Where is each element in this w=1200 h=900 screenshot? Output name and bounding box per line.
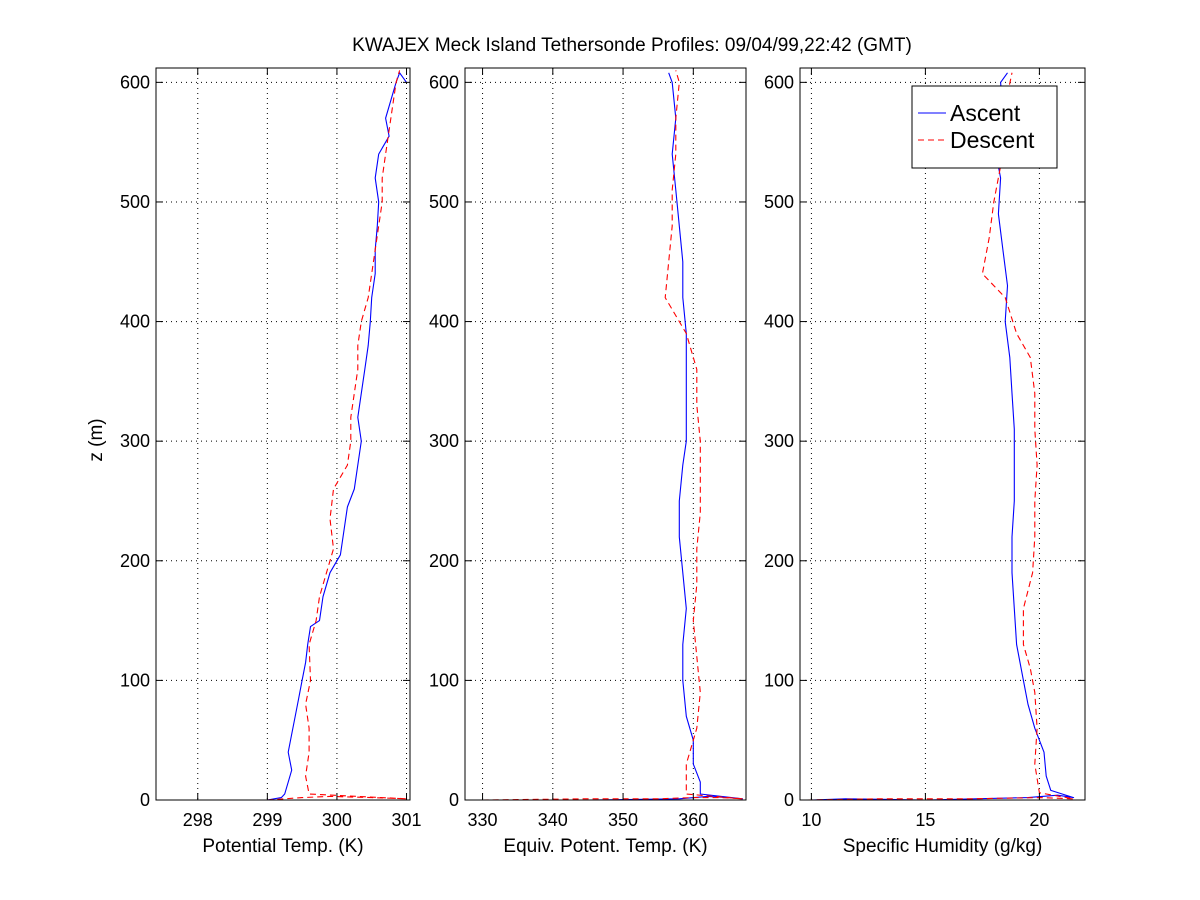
y-tick-label: 600 [120,72,150,92]
x-axis-label: Specific Humidity (g/kg) [843,836,1043,857]
y-tick-label: 400 [429,312,459,332]
y-tick-label: 400 [120,312,150,332]
x-tick-label: 301 [391,810,421,830]
y-tick-label: 100 [120,670,150,690]
series-line-descent [806,72,1075,801]
x-tick-label: 15 [915,810,935,830]
x-axis-label: Potential Temp. (K) [202,836,363,857]
y-tick-label: 200 [120,551,150,571]
y-tick-label: 100 [429,670,459,690]
panel-equiv-potent-temp: 330 340 350 360 0 100 200 300 400 500 600 Equiv. Po… [429,67,747,857]
y-tick-label: 500 [120,192,150,212]
plot-area [465,68,746,800]
series-line-ascent [811,72,1075,801]
y-tick-label: 500 [764,192,794,212]
x-tick-label: 299 [252,810,282,830]
legend-box [911,85,1058,169]
y-tick-label: 300 [764,431,794,451]
y-tick-label: 300 [120,431,150,451]
x-tick-label: 20 [1029,810,1049,830]
y-tick-label: 500 [429,192,459,212]
y-tick-label: 100 [764,670,794,690]
y-axis-label: z (m) [86,418,107,461]
y-tick-label: 600 [764,72,794,92]
y-tick-label: 0 [449,790,459,810]
x-tick-label: 298 [183,810,213,830]
series-line-ascent [169,72,407,801]
legend-label-ascent: Ascent [950,100,1021,126]
x-tick-label: 330 [468,810,498,830]
x-tick-label: 360 [678,810,708,830]
legend-label-descent: Descent [950,127,1035,153]
y-tick-label: 200 [764,551,794,571]
x-tick-label: 350 [608,810,638,830]
series-line-descent [267,70,408,801]
y-tick-label: 0 [784,790,794,810]
panel-potential-temp: 298 299 300 301 0 100 200 300 400 500 600 Potential… [120,67,422,857]
y-tick-label: 300 [429,431,459,451]
y-tick-label: 600 [429,72,459,92]
axes-frame [464,67,747,801]
axes-frame [155,67,411,801]
axes-frame [799,67,1086,801]
y-tick-label: 0 [140,790,150,810]
x-tick-label: 340 [538,810,568,830]
x-tick-label: 10 [801,810,821,830]
plot-area [800,68,1085,800]
x-axis-label: Equiv. Potent. Temp. (K) [503,836,707,857]
chart-title: KWAJEX Meck Island Tethersonde Profiles:… [352,35,912,56]
x-tick-label: 300 [322,810,352,830]
y-tick-label: 200 [429,551,459,571]
series-line-descent [482,70,744,801]
plot-area [156,68,410,800]
y-tick-label: 400 [764,312,794,332]
